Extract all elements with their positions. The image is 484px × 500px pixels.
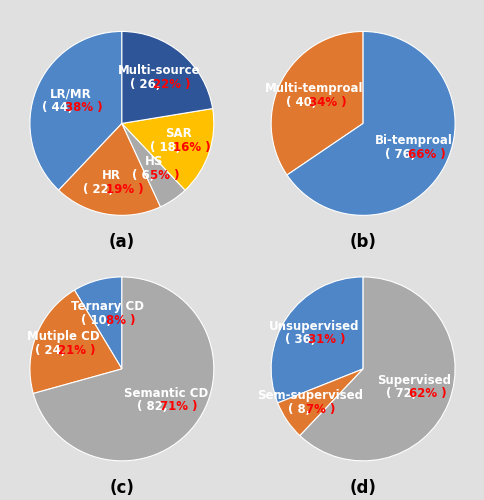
Text: 21% ): 21% ) — [58, 344, 96, 357]
Text: ( 18, 16% ): ( 18, 16% ) — [142, 140, 214, 153]
Text: ( 10,: ( 10, — [81, 314, 115, 327]
Text: ( 24,: ( 24, — [35, 344, 70, 357]
Text: SAR: SAR — [165, 127, 192, 140]
Title: (b): (b) — [349, 233, 376, 251]
Wedge shape — [30, 290, 121, 394]
Text: ( 36,: ( 36, — [285, 334, 319, 346]
Text: ( 6,: ( 6, — [132, 168, 158, 181]
Text: 22% ): 22% ) — [153, 78, 190, 91]
Text: ( 44,: ( 44, — [42, 101, 77, 114]
Text: ( 18,: ( 18, — [150, 140, 184, 153]
Text: ( 40, 34% ): ( 40, 34% ) — [278, 96, 350, 108]
Title: (a): (a) — [108, 233, 135, 251]
Text: ( 40,: ( 40, — [286, 96, 320, 108]
Text: 5% ): 5% ) — [150, 168, 179, 181]
Text: ( 26, 22% ): ( 26, 22% ) — [122, 78, 195, 91]
Text: Supervised: Supervised — [377, 374, 451, 386]
Text: 62% ): 62% ) — [408, 388, 445, 400]
Wedge shape — [30, 32, 121, 190]
Text: ( 6, 5% ): ( 6, 5% ) — [126, 168, 182, 181]
Wedge shape — [277, 369, 363, 436]
Text: ( 22, 19% ): ( 22, 19% ) — [76, 183, 148, 196]
Wedge shape — [271, 32, 363, 175]
Text: ( 76, 66% ): ( 76, 66% ) — [377, 148, 449, 161]
Wedge shape — [121, 108, 213, 190]
Text: ( 10, 8% ): ( 10, 8% ) — [75, 314, 139, 327]
Text: Ternary CD: Ternary CD — [71, 300, 143, 313]
Wedge shape — [299, 277, 454, 461]
Text: Semantic CD: Semantic CD — [123, 386, 208, 400]
Text: 19% ): 19% ) — [106, 183, 144, 196]
Text: Sem-supervised: Sem-supervised — [257, 390, 362, 402]
Text: ( 72,: ( 72, — [385, 388, 420, 400]
Text: ( 8, 7% ): ( 8, 7% ) — [281, 403, 337, 416]
Text: ( 82,: ( 82, — [137, 400, 172, 413]
Text: ( 24, 21% ): ( 24, 21% ) — [28, 344, 100, 357]
Text: Unsupervised: Unsupervised — [268, 320, 358, 332]
Text: ( 26,: ( 26, — [130, 78, 165, 91]
Title: (c): (c) — [109, 478, 134, 496]
Text: ( 8,: ( 8, — [287, 403, 314, 416]
Wedge shape — [33, 277, 213, 461]
Text: ( 36, 31% ): ( 36, 31% ) — [277, 334, 349, 346]
Text: ( 76,: ( 76, — [384, 148, 419, 161]
Wedge shape — [75, 277, 121, 369]
Text: 34% ): 34% ) — [308, 96, 346, 108]
Text: Mutiple CD: Mutiple CD — [28, 330, 100, 343]
Wedge shape — [287, 32, 454, 216]
Text: 16% ): 16% ) — [173, 140, 210, 153]
Text: 66% ): 66% ) — [407, 148, 445, 161]
Text: ( 22,: ( 22, — [83, 183, 118, 196]
Text: 7% ): 7% ) — [305, 403, 335, 416]
Text: 71% ): 71% ) — [160, 400, 197, 413]
Wedge shape — [271, 277, 363, 403]
Text: ( 72, 62% ): ( 72, 62% ) — [378, 388, 450, 400]
Text: 8% ): 8% ) — [106, 314, 135, 327]
Text: ( 82, 71% ): ( 82, 71% ) — [130, 400, 201, 413]
Text: Multi-source: Multi-source — [117, 64, 200, 78]
Wedge shape — [121, 32, 212, 124]
Text: HS: HS — [144, 155, 163, 168]
Text: LR/MR: LR/MR — [50, 88, 91, 101]
Text: ( 44, 38% ): ( 44, 38% ) — [34, 101, 106, 114]
Wedge shape — [121, 124, 185, 207]
Title: (d): (d) — [349, 478, 376, 496]
Text: 38% ): 38% ) — [65, 101, 103, 114]
Text: 31% ): 31% ) — [307, 334, 345, 346]
Text: Bi-temproal: Bi-temproal — [374, 134, 452, 147]
Text: Multi-temproal: Multi-temproal — [265, 82, 363, 95]
Text: HR: HR — [102, 170, 121, 182]
Wedge shape — [59, 124, 160, 216]
